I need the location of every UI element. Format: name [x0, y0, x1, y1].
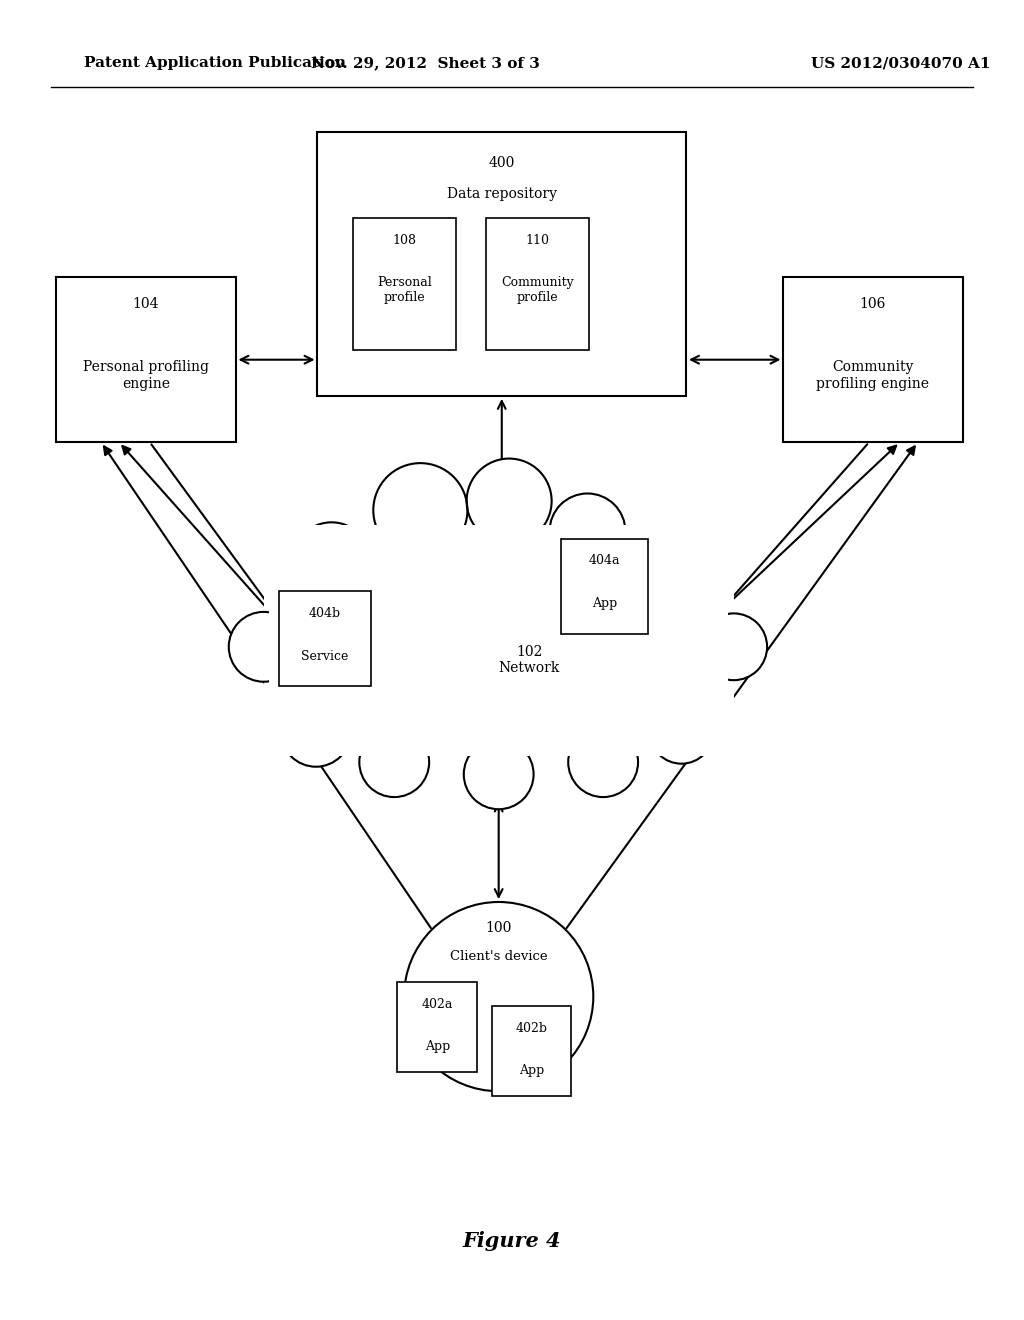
Circle shape: [404, 902, 593, 1092]
Text: 400: 400: [488, 156, 515, 170]
Text: App: App: [425, 1040, 450, 1053]
Text: 402a: 402a: [422, 998, 453, 1011]
Text: 104: 104: [133, 297, 159, 312]
Text: 110: 110: [525, 234, 550, 247]
Circle shape: [652, 702, 711, 762]
Bar: [353, 218, 456, 350]
Bar: [397, 982, 477, 1072]
Circle shape: [284, 700, 348, 764]
Circle shape: [621, 536, 690, 606]
Circle shape: [571, 730, 635, 795]
Bar: [561, 539, 648, 634]
Text: Personal
profile: Personal profile: [377, 276, 432, 305]
Text: 108: 108: [392, 234, 417, 247]
Circle shape: [467, 742, 530, 807]
Circle shape: [374, 463, 467, 557]
Circle shape: [228, 612, 299, 681]
Bar: [269, 525, 728, 756]
Text: 402b: 402b: [515, 1022, 548, 1035]
Text: Patent Application Publication: Patent Application Publication: [84, 57, 346, 70]
Text: App: App: [592, 597, 617, 610]
Circle shape: [649, 700, 714, 764]
Circle shape: [467, 458, 552, 544]
Text: US 2012/0304070 A1: US 2012/0304070 A1: [811, 57, 991, 70]
Circle shape: [292, 523, 371, 601]
Text: 404b: 404b: [308, 607, 341, 620]
Text: Community
profile: Community profile: [501, 276, 574, 305]
Text: 102
Network: 102 Network: [499, 645, 560, 675]
Circle shape: [295, 525, 368, 598]
Circle shape: [464, 739, 534, 809]
Bar: [317, 132, 686, 396]
Text: Personal profiling
engine: Personal profiling engine: [83, 360, 209, 391]
Text: 100: 100: [485, 921, 512, 935]
Text: 404a: 404a: [589, 554, 621, 568]
Bar: [492, 1006, 571, 1096]
Circle shape: [231, 615, 296, 678]
Circle shape: [550, 494, 626, 569]
Bar: [56, 277, 236, 442]
Circle shape: [281, 697, 351, 767]
Circle shape: [359, 727, 429, 797]
Text: 106: 106: [860, 297, 886, 312]
Text: Data repository: Data repository: [446, 187, 557, 202]
Circle shape: [568, 727, 638, 797]
Circle shape: [470, 462, 548, 540]
Bar: [486, 218, 589, 350]
Text: App: App: [519, 1064, 544, 1077]
Circle shape: [377, 467, 464, 553]
Bar: [279, 591, 371, 686]
Text: Community
profiling engine: Community profiling engine: [816, 360, 930, 391]
Circle shape: [624, 539, 687, 603]
Bar: [264, 519, 733, 762]
Circle shape: [702, 616, 765, 677]
Bar: [783, 277, 963, 442]
Text: Figure 4: Figure 4: [463, 1230, 561, 1251]
Text: Client's device: Client's device: [450, 950, 548, 964]
Circle shape: [700, 614, 767, 680]
Text: Nov. 29, 2012  Sheet 3 of 3: Nov. 29, 2012 Sheet 3 of 3: [310, 57, 540, 70]
Text: Service: Service: [301, 649, 348, 663]
Circle shape: [362, 730, 426, 795]
Circle shape: [553, 496, 623, 566]
